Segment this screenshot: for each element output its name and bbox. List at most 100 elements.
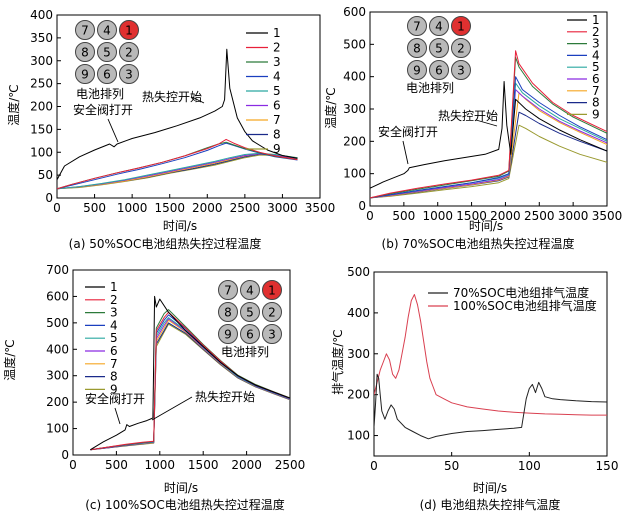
battery-cell [451,38,471,58]
battery-cell-label: 5 [435,42,443,56]
y-tick-label: 200 [343,134,366,148]
chart-panel-3: 0 500 1000 1500 2000 2500 0 100 200 300 400 500 600 7… [2,263,305,512]
annotation-pointer [151,396,193,421]
x-tick-label: 1500 [154,201,185,215]
battery-cell-label: 7 [413,20,421,34]
y-tick-label: 400 [46,342,69,356]
legend-entry: 6 [110,344,118,358]
battery-cell [407,16,427,36]
annotation-label: 热失控开始 [142,89,202,104]
legend-entry: 100%SOC电池组排气温度 [453,298,597,313]
y-tick-label: 500 [46,316,69,330]
x-tick-label: 0 [366,209,374,223]
battery-cell [451,16,471,36]
battery-cell-label: 3 [457,64,465,78]
battery-cell-label: 1 [268,284,276,298]
y-tick-label: 400 [30,8,53,22]
battery-cell-label: 2 [457,42,465,56]
x-tick-label: 500 [105,458,128,472]
x-tick-label: 1500 [188,458,219,472]
chart-panel-2: 0 500 1000 1500 2000 2500 3000 3500010020030040… [323,5,622,251]
series-line-7 [90,319,290,451]
x-tick-label: 2000 [192,201,223,215]
legend-entry: 8 [592,96,600,110]
series-group [90,295,290,451]
battery-cell-label: 8 [224,306,232,320]
battery-cell [262,324,282,344]
battery-cell-label: 2 [125,46,133,60]
battery-cell-label: 9 [224,328,232,342]
y-tick-label: 500 [343,37,366,51]
legend-entry: 3 [273,55,281,69]
x-tick-label: 2500 [524,209,555,223]
plot-frame [72,269,291,456]
legend-entry: 9 [273,142,281,156]
y-tick-label: 300 [46,369,69,383]
battery-cell [429,38,449,58]
y-tick-label: 400 [347,306,370,320]
legend-entry: 2 [592,25,600,39]
battery-cell-label: 3 [268,328,276,342]
series-line-4 [370,76,607,199]
annotation-label: 安全阀打开 [85,391,145,406]
series-line-9 [370,124,607,199]
battery-cell-label: 5 [246,306,254,320]
legend-entry: 1 [273,26,281,40]
legend-entry: 1 [110,280,118,294]
battery-cell [218,280,238,300]
battery-cell [75,20,95,40]
series-line-1 [57,48,298,180]
y-tick-label: 100 [347,429,370,443]
x-tick-label: 2000 [231,458,262,472]
legend-entry: 5 [592,60,600,74]
y-axis-label: 排气温度/℃ [330,329,345,395]
legend-entry: 9 [110,382,118,396]
y-tick-label: 300 [30,54,53,68]
legend-entry: 4 [110,318,118,332]
x-tick-label: 0 [370,459,378,473]
x-tick-label: 1500 [456,209,487,223]
y-tick-label: 0 [61,448,69,462]
x-tick-label: 500 [83,201,106,215]
battery-cell-label: 6 [246,328,254,342]
x-tick-label: 1000 [145,458,176,472]
legend-entry: 8 [273,128,281,142]
battery-cell-label: 8 [81,46,89,60]
battery-cell-label: 6 [435,64,443,78]
battery-cell-label: 3 [125,68,133,82]
x-axis-label: 时间/s [164,481,198,495]
y-axis-label: 温度/℃ [323,87,338,129]
x-tick-label: 50 [444,459,459,473]
y-tick-label: 200 [347,388,370,402]
battery-cell [429,16,449,36]
battery-cell [119,64,139,84]
battery-cell-label: 9 [81,68,89,82]
x-tick-label: 100 [518,459,541,473]
plot-frame [373,271,608,457]
legend-entry: 7 [110,357,118,371]
series-line-2 [90,311,290,451]
y-tick-label: 300 [347,347,370,361]
legend-entry: 9 [592,107,600,121]
legend-entry: 70%SOC电池组排气温度 [453,285,589,300]
series-line-3 [370,56,607,199]
x-tick-label: 3500 [592,209,623,223]
series-group [57,48,298,190]
battery-cell-label: 7 [224,284,232,298]
y-tick-label: 350 [30,31,53,45]
annotation-pointer [114,407,121,425]
battery-cell [240,280,260,300]
panel-caption: (d) 电池组热失控排气温度 [420,497,561,512]
battery-cell [429,60,449,80]
battery-cell [97,20,117,40]
legend-entry: 2 [110,293,118,307]
battery-cell-label: 4 [435,20,443,34]
battery-cell [240,324,260,344]
battery-cell [218,324,238,344]
x-tick-label: 2000 [490,209,521,223]
series-group [374,294,607,440]
y-tick-label: 600 [46,289,69,303]
battery-cell [407,60,427,80]
